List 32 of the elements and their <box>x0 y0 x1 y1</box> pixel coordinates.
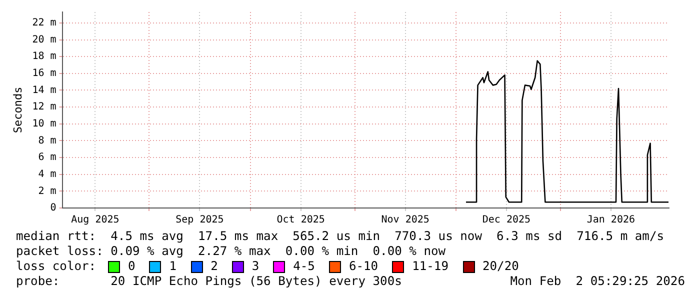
legend-label: 1 <box>169 259 177 274</box>
y-axis-title: Seconds <box>11 86 24 134</box>
y-tick-label: 10 m <box>32 118 56 130</box>
y-tick-label: 6 m <box>38 152 56 164</box>
y-tick-label: 16 m <box>32 68 56 79</box>
y-tick-label: 20 m <box>32 34 56 46</box>
legend-label: 20/20 <box>482 259 519 274</box>
legend-label: 3 <box>252 259 260 274</box>
legend-label: 2 <box>210 259 218 274</box>
legend-label: 4-5 <box>293 259 315 274</box>
y-tick-label: 14 m <box>32 84 56 96</box>
legend-label: 0 <box>128 259 136 274</box>
text: packet loss: 0.09 % avg 2.27 % max 0.00 % min 0.00 % now <box>16 244 447 259</box>
y-tick-label: 22 m <box>32 18 56 29</box>
x-tick-label: Sep 2025 <box>176 214 224 226</box>
legend-label: 6-10 <box>348 259 378 274</box>
y-tick-label: 4 m <box>38 168 56 180</box>
x-tick-label: Dec 2025 <box>482 214 531 226</box>
y-tick-label: 2 m <box>38 186 56 197</box>
text: probe: 20 ICMP Echo Pings (56 Bytes) every 300s <box>16 274 402 289</box>
text: median rtt: 4.5 ms avg 17.5 ms max 565.2 us min 770.3 us now 6.3 ms sd 716.5 m am/s <box>16 229 666 244</box>
x-tick-label: Oct 2025 <box>276 214 325 226</box>
x-tick-label: Nov 2025 <box>381 214 430 226</box>
legend-title: loss color: <box>16 259 98 274</box>
y-tick-label: 18 m <box>32 51 56 62</box>
text: Mon Feb 2 05:29:25 2026 <box>510 274 685 289</box>
y-tick-label: 8 m <box>38 135 56 146</box>
x-tick-label: Jan 2026 <box>586 214 636 226</box>
y-tick-label: 12 m <box>32 102 56 113</box>
x-tick-label: Aug 2025 <box>71 214 120 226</box>
y-tick-label: 0 <box>50 202 56 214</box>
legend-label: 11-19 <box>412 259 448 274</box>
